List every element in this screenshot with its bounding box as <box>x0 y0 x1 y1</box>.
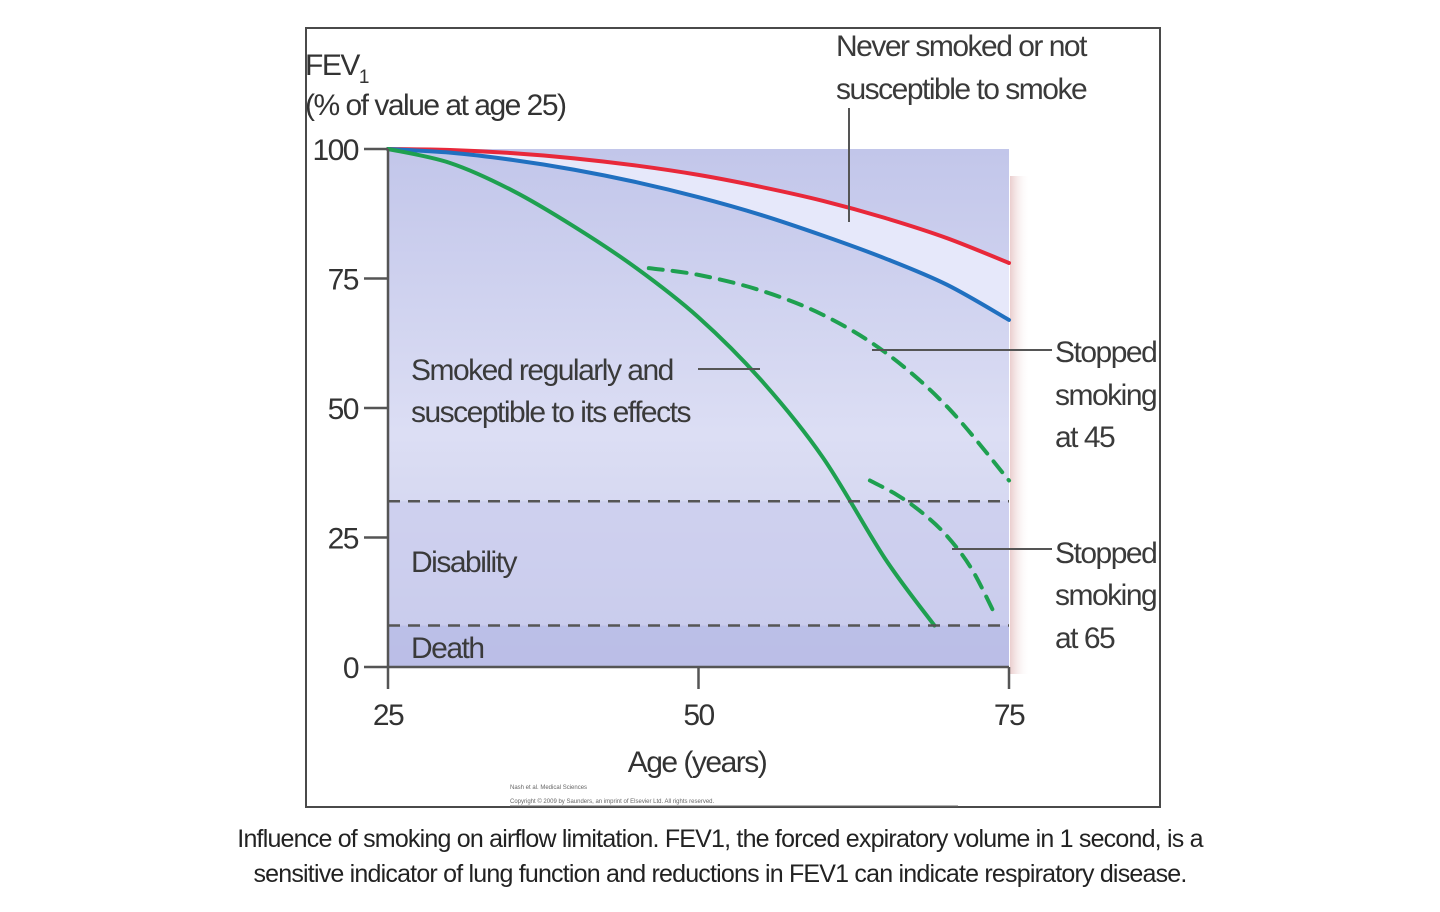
caption-line1: Influence of smoking on airflow limitati… <box>237 825 1203 853</box>
y-axis-title: FEV1 <box>305 49 369 88</box>
credit-line1: Nash et al. Medical Sciences <box>510 785 587 791</box>
x-axis-title: Age (years) <box>628 746 767 779</box>
death-zone <box>388 625 1009 667</box>
y-tick-label: 25 <box>328 523 359 556</box>
series-group <box>386 147 1011 628</box>
disability-zone-label: Disability <box>411 546 518 579</box>
x-tick-label: 50 <box>683 699 714 732</box>
death-zone-label: Death <box>411 632 484 665</box>
never-smoked-curve <box>386 147 1011 265</box>
curve-gap-band <box>388 149 1009 320</box>
axis-ticks: 0 25 50 75 100 25 50 75 <box>312 134 1026 732</box>
stopped-45-label-line3: at 45 <box>1055 421 1115 454</box>
stopped-65-label-line1: Stopped <box>1055 537 1156 570</box>
y-tick-label: 75 <box>328 264 359 297</box>
stopped-65-label-line3: at 65 <box>1055 622 1115 655</box>
caption-line2: sensitive indicator of lung function and… <box>253 860 1187 888</box>
stopped-45-label-line1: Stopped <box>1055 336 1156 369</box>
stopped-65-curve <box>867 478 999 620</box>
y-tick-label: 0 <box>343 652 359 685</box>
stopped-65-label-line2: smoking <box>1055 579 1156 612</box>
figure-caption: Influence of smoking on airflow limitati… <box>0 822 1440 892</box>
x-tick-label: 75 <box>994 699 1025 732</box>
smoked-regularly-label-line1: Smoked regularly and <box>411 354 673 387</box>
y-tick-label: 50 <box>328 393 359 426</box>
y-tick-label: 100 <box>312 134 358 167</box>
stopped-45-label-line2: smoking <box>1055 379 1156 412</box>
plot-shadow <box>1010 176 1030 674</box>
never-smoked-label-line2: susceptible to smoke <box>836 73 1087 106</box>
never-smoked-label-line1: Never smoked or not <box>836 30 1088 63</box>
smoked-regularly-label-line2: susceptible to its effects <box>411 396 690 429</box>
y-axis-subtitle: (% of value at age 25) <box>305 89 566 122</box>
non-susceptible-curve <box>386 147 1011 322</box>
credit-line2: Copyright © 2009 by Saunders, an imprint… <box>510 798 715 805</box>
stopped-45-curve <box>646 266 1011 483</box>
smoked-regularly-curve <box>386 147 937 628</box>
x-tick-label: 25 <box>373 699 404 732</box>
